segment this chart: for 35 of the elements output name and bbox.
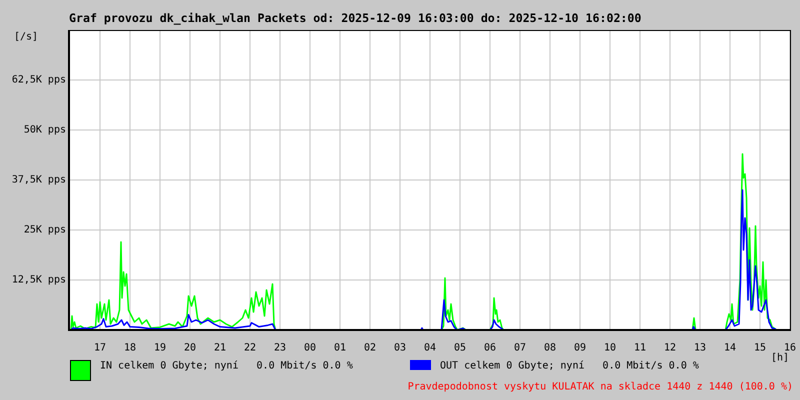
x-tick-label: 09 (574, 342, 586, 354)
x-tick-label: 22 (244, 342, 256, 354)
y-tick-label: 37,5K pps (12, 174, 66, 186)
x-tick-label: 19 (154, 342, 166, 354)
y-tick-label: 12,5K pps (12, 274, 66, 286)
text: Pravdepodobnost vyskytu KULATAK na skladce 1440 z 1440 (100.0 %) (408, 382, 793, 393)
x-tick-label: 03 (394, 342, 406, 354)
x-tick-label: 04 (424, 342, 436, 354)
x-tick-label: 10 (604, 342, 616, 354)
x-tick-label: 06 (484, 342, 496, 354)
x-tick-label: 14 (724, 342, 736, 354)
legend-label: OUT celkem 0 Gbyte; nyní 0.0 Mbit/s 0.0 % (440, 360, 699, 372)
y-tick-label: 50K pps (24, 124, 66, 136)
x-tick-label: 18 (124, 342, 136, 354)
x-tick-label: 07 (514, 342, 526, 354)
x-tick-label: 08 (544, 342, 556, 354)
x-tick-label: 23 (274, 342, 286, 354)
x-tick-label: 13 (694, 342, 706, 354)
x-axis-title: [h] (771, 352, 790, 364)
x-tick-label: 21 (214, 342, 226, 354)
chart-title: Graf provozu dk_cihak_wlan Packets od: 2025-12-09 16:03:00 do: 2025-12-10 16:02:00 (69, 11, 642, 26)
y-tick-label: 62,5K pps (12, 74, 66, 86)
y-axis-title: [/s] (14, 32, 38, 43)
x-tick-label: 16 (784, 342, 796, 354)
x-tick-label: 15 (754, 342, 766, 354)
x-tick-label: 11 (634, 342, 646, 354)
x-tick-label: 02 (364, 342, 376, 354)
x-tick-label: 00 (304, 342, 316, 354)
x-tick-label: 12 (664, 342, 676, 354)
legend-label: IN celkem 0 Gbyte; nyní 0.0 Mbit/s 0.0 % (100, 360, 353, 372)
x-tick-label: 17 (94, 342, 106, 354)
x-tick-label: 01 (334, 342, 346, 354)
x-tick-label: 20 (184, 342, 196, 354)
y-tick-label: 25K pps (24, 224, 66, 236)
x-tick-label: 05 (454, 342, 466, 354)
